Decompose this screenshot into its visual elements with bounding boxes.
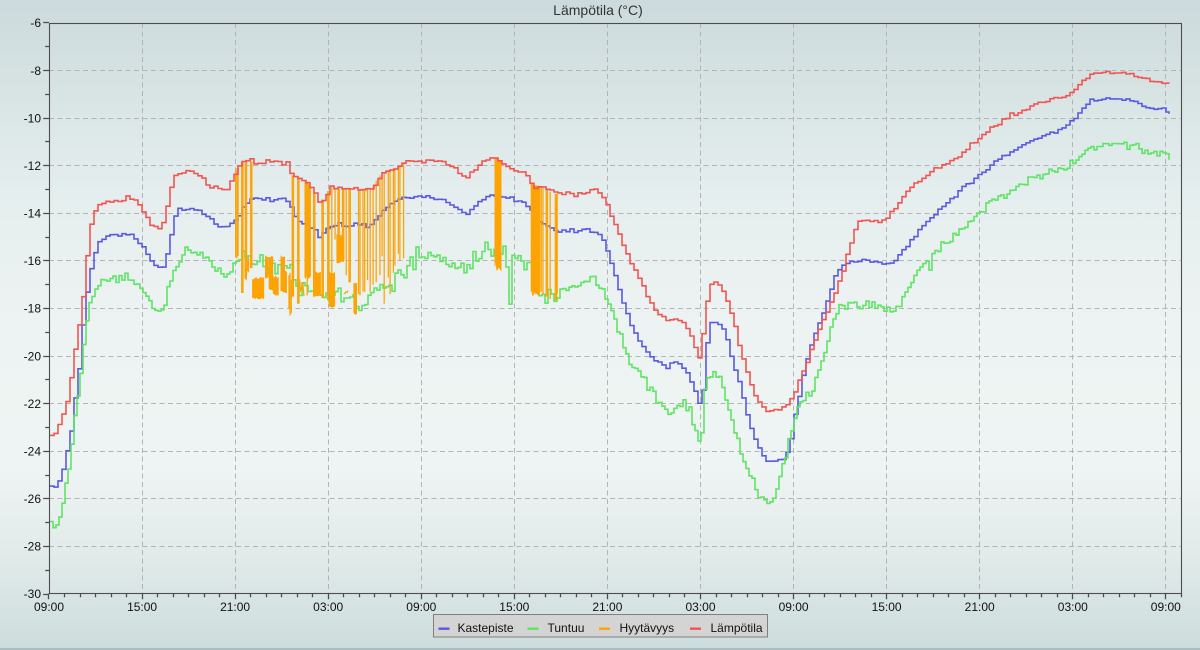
svg-text:-16: -16 [24, 254, 42, 268]
svg-text:-6: -6 [30, 16, 41, 30]
svg-text:03:00: 03:00 [1058, 600, 1088, 614]
svg-text:-30: -30 [24, 587, 42, 601]
svg-text:15:00: 15:00 [499, 600, 529, 614]
svg-text:Tuntuu: Tuntuu [548, 621, 585, 635]
svg-text:21:00: 21:00 [592, 600, 622, 614]
svg-text:-18: -18 [24, 302, 42, 316]
svg-text:Lämpötila (°C): Lämpötila (°C) [553, 2, 643, 18]
svg-text:15:00: 15:00 [872, 600, 902, 614]
svg-text:Hyytävyys: Hyytävyys [620, 621, 675, 635]
svg-text:09:00: 09:00 [779, 600, 809, 614]
svg-text:-20: -20 [24, 349, 42, 363]
svg-text:15:00: 15:00 [127, 600, 157, 614]
svg-text:09:00: 09:00 [34, 600, 64, 614]
svg-text:09:00: 09:00 [406, 600, 436, 614]
svg-text:21:00: 21:00 [220, 600, 250, 614]
svg-text:-26: -26 [24, 492, 42, 506]
svg-text:Kastepiste: Kastepiste [458, 621, 514, 635]
svg-text:-22: -22 [24, 397, 42, 411]
svg-text:-10: -10 [24, 111, 42, 125]
svg-text:03:00: 03:00 [685, 600, 715, 614]
svg-text:21:00: 21:00 [965, 600, 995, 614]
svg-text:-28: -28 [24, 540, 42, 554]
svg-text:03:00: 03:00 [313, 600, 343, 614]
svg-text:-14: -14 [24, 207, 42, 221]
svg-text:Lämpötila: Lämpötila [711, 621, 763, 635]
svg-text:09:00: 09:00 [1151, 600, 1181, 614]
svg-text:-12: -12 [24, 159, 42, 173]
svg-text:-8: -8 [30, 64, 41, 78]
svg-text:-24: -24 [24, 444, 42, 458]
